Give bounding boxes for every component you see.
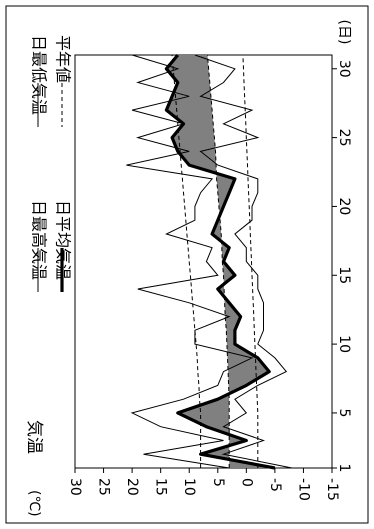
series-min-temp xyxy=(194,54,293,469)
series-mean-temp xyxy=(164,53,276,470)
x-tick-label: 10 xyxy=(336,335,352,353)
y-tick-label: 0 xyxy=(238,478,254,487)
legend-label: 日最低気温 xyxy=(30,35,49,115)
y-tick-label: 30 xyxy=(67,478,83,496)
x-tick-label: 25 xyxy=(336,129,352,147)
y-tick-label: 10 xyxy=(181,478,197,496)
y-tick-label: 5 xyxy=(210,478,226,487)
anomaly-fill xyxy=(166,55,275,468)
legend-label: 平年値 xyxy=(54,35,73,83)
y-tick-label: -15 xyxy=(324,478,340,501)
chart-title: 気温 xyxy=(24,420,44,454)
x-unit-label: (日) xyxy=(336,20,352,45)
y-tick-label: 20 xyxy=(124,478,140,496)
unit-label: (℃) xyxy=(26,490,42,517)
legend-label: 日最高気温 xyxy=(30,200,49,280)
x-tick-label: 1 xyxy=(336,464,352,473)
y-tick-label: 25 xyxy=(96,478,112,496)
x-tick-label: 30 xyxy=(336,60,352,78)
series-normal-min xyxy=(242,54,259,468)
x-tick-label: 15 xyxy=(336,266,352,284)
legend-label: 日平均気温 xyxy=(54,200,73,280)
y-tick-label: -10 xyxy=(295,478,311,501)
x-tick-label: 20 xyxy=(336,198,352,216)
x-tick-label: 5 xyxy=(336,408,352,417)
y-tick-label: -5 xyxy=(267,478,283,492)
y-tick-label: 15 xyxy=(153,478,169,496)
series-normal-max xyxy=(171,54,202,468)
outer-frame xyxy=(5,5,369,524)
